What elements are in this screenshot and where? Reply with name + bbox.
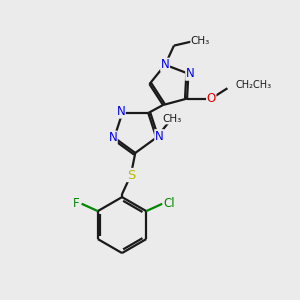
Text: N: N (108, 131, 117, 144)
Text: CH₃: CH₃ (191, 36, 210, 46)
Text: Cl: Cl (163, 197, 175, 210)
Text: O: O (207, 92, 216, 105)
Text: N: N (116, 105, 125, 118)
Text: N: N (155, 130, 164, 143)
Text: CH₃: CH₃ (162, 114, 181, 124)
Text: N: N (161, 58, 170, 71)
Text: N: N (186, 67, 194, 80)
Text: F: F (73, 197, 80, 210)
Text: S: S (127, 169, 135, 182)
Text: CH₂CH₃: CH₂CH₃ (236, 80, 272, 90)
